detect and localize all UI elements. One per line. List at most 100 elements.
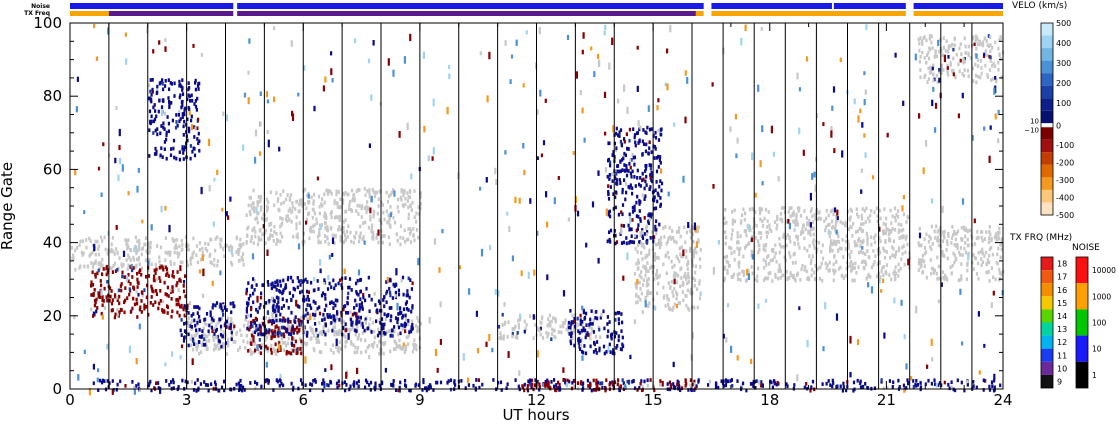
range-gate-cell — [200, 350, 203, 355]
range-gate-cell — [839, 220, 842, 224]
range-gate-cell — [314, 309, 317, 314]
range-gate-cell — [885, 250, 888, 254]
range-gate-cell — [647, 291, 651, 296]
range-gate-cell — [658, 222, 661, 227]
range-gate-cell — [153, 268, 156, 273]
range-gate-cell — [988, 253, 991, 258]
range-gate-cell — [935, 383, 938, 388]
range-gate-cell — [581, 319, 584, 324]
range-gate-cell — [204, 333, 207, 338]
range-gate-cell — [167, 129, 170, 134]
range-gate-cell — [696, 305, 699, 310]
range-gate-cell — [660, 127, 663, 132]
range-gate-cell — [795, 234, 798, 239]
range-gate-cell — [770, 229, 773, 233]
range-gate-cell — [337, 190, 340, 194]
range-gate-cell — [680, 254, 683, 259]
range-gate-cell — [943, 54, 946, 63]
range-gate-cell — [136, 271, 139, 276]
range-gate-cell — [472, 383, 475, 388]
range-gate-cell — [788, 206, 791, 211]
range-gate-cell — [923, 237, 926, 242]
range-gate-cell — [867, 216, 870, 221]
range-gate-cell — [354, 332, 357, 337]
range-gate-cell — [209, 310, 212, 315]
range-gate-cell — [564, 380, 567, 385]
range-gate-cell — [338, 340, 341, 345]
range-gate-cell — [894, 218, 897, 223]
range-gate-cell — [902, 234, 905, 239]
range-gate-cell — [166, 285, 169, 290]
range-gate-cell — [806, 248, 809, 253]
range-gate-cell — [538, 382, 541, 387]
range-gate-cell — [583, 344, 586, 348]
range-gate-cell — [659, 379, 662, 383]
range-gate-cell — [107, 27, 110, 35]
range-gate-cell — [781, 273, 784, 278]
range-gate-cell — [514, 324, 517, 329]
range-gate-cell — [283, 334, 286, 339]
range-gate-cell — [271, 306, 274, 310]
range-gate-cell — [422, 378, 425, 382]
range-gate-cell — [462, 353, 465, 361]
range-gate-cell — [276, 279, 279, 283]
range-gate-cell — [264, 301, 267, 305]
range-gate-cell — [304, 383, 307, 388]
range-gate-cell — [597, 257, 600, 264]
range-gate-cell — [588, 325, 591, 329]
range-gate-cell — [571, 320, 575, 325]
range-gate-cell — [159, 386, 162, 394]
range-gate-cell — [322, 85, 325, 92]
range-gate-cell — [373, 335, 376, 340]
range-gate-cell — [594, 316, 597, 320]
range-gate-cell — [267, 200, 270, 205]
range-gate-cell — [252, 241, 255, 245]
range-gate-cell — [600, 313, 603, 317]
range-gate-cell — [733, 219, 737, 224]
range-gate-cell — [137, 248, 140, 253]
range-gate-cell — [747, 272, 750, 281]
range-gate-cell — [347, 285, 350, 290]
range-gate-cell — [108, 298, 111, 303]
range-gate-cell — [219, 324, 223, 329]
range-gate-cell — [432, 98, 435, 107]
range-gate-cell — [642, 128, 645, 132]
range-gate-cell — [651, 230, 654, 234]
range-gate-cell — [188, 127, 191, 131]
range-gate-cell — [837, 234, 840, 239]
range-gate-cell — [691, 226, 694, 231]
range-gate-cell — [337, 345, 340, 350]
range-gate-cell — [249, 212, 252, 217]
range-gate-cell — [813, 171, 816, 178]
range-gate-cell — [173, 246, 176, 250]
range-gate-cell — [725, 379, 728, 384]
range-gate-cell — [409, 33, 412, 42]
range-gate-cell — [367, 225, 370, 230]
range-gate-cell — [220, 344, 223, 349]
range-gate-cell — [676, 382, 679, 387]
range-gate-cell — [396, 205, 399, 209]
range-gate-cell — [657, 281, 660, 286]
range-gate-cell — [381, 333, 384, 337]
range-gate-cell — [590, 46, 593, 51]
range-gate-cell — [708, 379, 711, 384]
noise-bar-segment — [711, 3, 832, 9]
range-gate-cell — [581, 49, 584, 55]
range-gate-cell — [658, 245, 661, 250]
range-gate-cell — [303, 240, 306, 244]
range-gate-cell — [309, 382, 312, 386]
range-gate-cell — [644, 194, 647, 199]
range-gate-cell — [963, 57, 966, 61]
range-gate-cell — [646, 280, 649, 284]
range-gate-cell — [624, 153, 627, 158]
range-gate-cell — [611, 153, 614, 157]
range-gate-cell — [507, 320, 510, 325]
range-gate-cell — [184, 274, 187, 278]
range-gate-cell — [155, 149, 158, 154]
range-gate-cell — [860, 168, 863, 173]
range-gate-cell — [511, 255, 514, 262]
range-gate-cell — [90, 280, 93, 285]
range-gate-cell — [182, 151, 185, 155]
range-gate-cell — [106, 280, 109, 284]
range-gate-cell — [409, 190, 412, 195]
